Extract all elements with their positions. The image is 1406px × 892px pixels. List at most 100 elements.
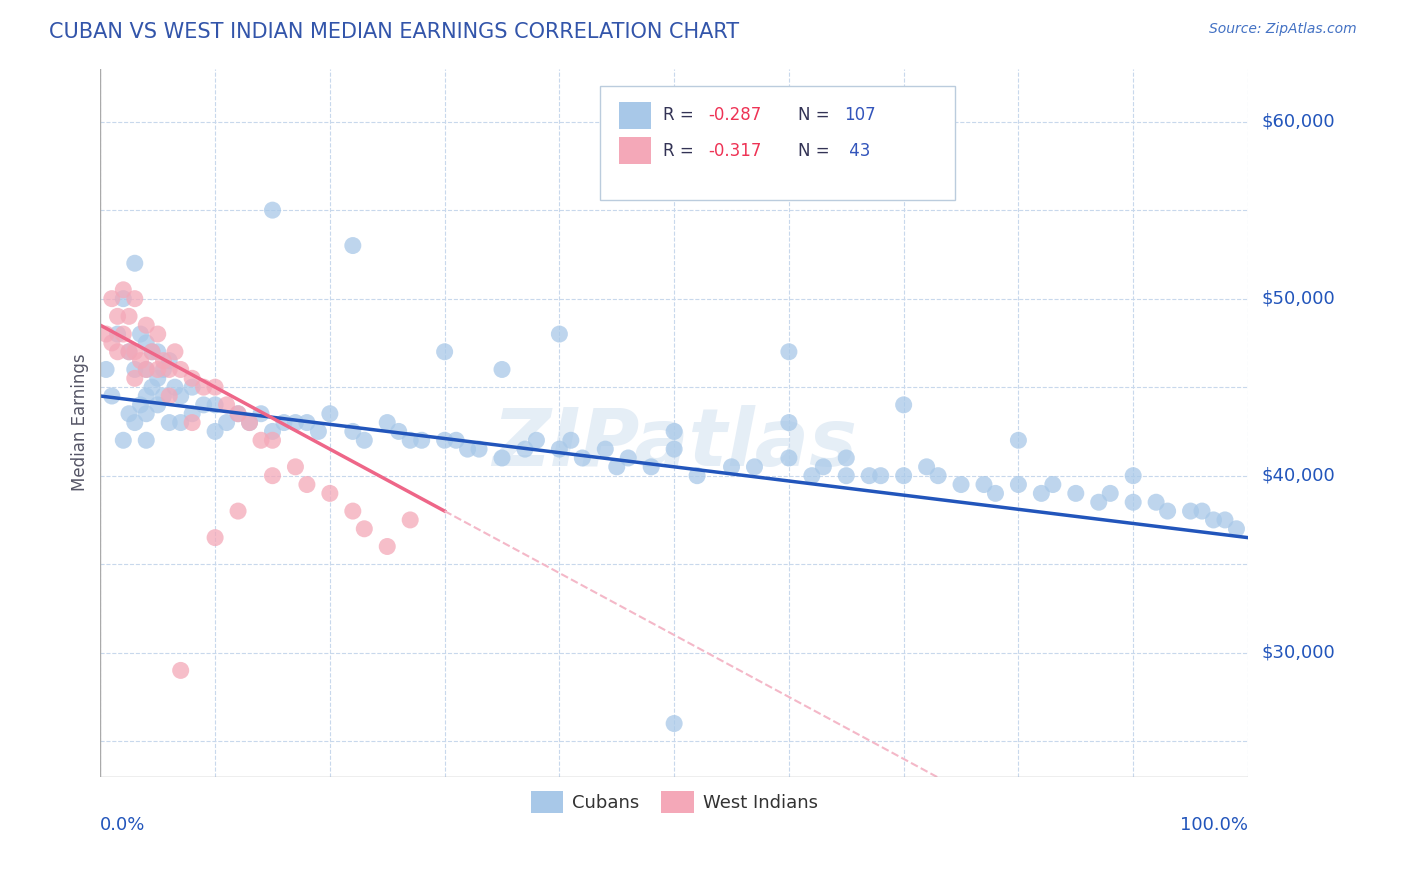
Point <box>973 477 995 491</box>
Point <box>163 380 186 394</box>
Point <box>491 362 513 376</box>
Point <box>468 442 491 457</box>
Point <box>835 450 858 465</box>
Point <box>250 407 273 421</box>
Point <box>284 459 307 474</box>
Point <box>893 398 915 412</box>
Point <box>342 425 364 439</box>
Point <box>1042 477 1064 491</box>
Legend: Cubans, West Indians: Cubans, West Indians <box>523 784 825 821</box>
Point <box>112 434 135 448</box>
Point <box>858 468 880 483</box>
Point <box>152 389 174 403</box>
Text: $30,000: $30,000 <box>1261 644 1336 662</box>
Text: 100.0%: 100.0% <box>1180 815 1249 833</box>
Point <box>215 398 238 412</box>
Text: -0.287: -0.287 <box>709 106 762 124</box>
Point <box>112 327 135 342</box>
Point <box>238 416 260 430</box>
Point <box>135 362 157 376</box>
Point <box>1144 495 1167 509</box>
Point <box>491 450 513 465</box>
Point <box>1191 504 1213 518</box>
Text: 0.0%: 0.0% <box>100 815 146 833</box>
Point <box>181 416 204 430</box>
Point <box>1213 513 1236 527</box>
Point <box>101 292 124 306</box>
Point <box>617 450 640 465</box>
Point <box>375 540 398 554</box>
Point <box>353 522 375 536</box>
Point <box>129 353 152 368</box>
Point <box>800 468 823 483</box>
Point <box>1064 486 1087 500</box>
Point <box>181 407 204 421</box>
Point <box>170 362 193 376</box>
Point <box>606 459 628 474</box>
FancyBboxPatch shape <box>619 102 651 128</box>
Point <box>141 380 163 394</box>
Point <box>94 362 117 376</box>
Point <box>107 344 129 359</box>
Point <box>129 398 152 412</box>
Point <box>238 416 260 430</box>
Point <box>1087 495 1109 509</box>
Point <box>124 344 146 359</box>
Point <box>157 353 180 368</box>
Point <box>157 389 180 403</box>
Point <box>399 434 422 448</box>
Point <box>170 416 193 430</box>
Point <box>778 344 800 359</box>
Point <box>915 459 938 474</box>
FancyBboxPatch shape <box>599 87 955 200</box>
Point <box>433 434 456 448</box>
Text: 107: 107 <box>844 106 876 124</box>
Point <box>1156 504 1178 518</box>
Point <box>204 531 226 545</box>
Text: CUBAN VS WEST INDIAN MEDIAN EARNINGS CORRELATION CHART: CUBAN VS WEST INDIAN MEDIAN EARNINGS COR… <box>49 22 740 42</box>
Point <box>129 327 152 342</box>
Point <box>526 434 548 448</box>
Point <box>595 442 617 457</box>
Point <box>204 398 226 412</box>
Point <box>342 504 364 518</box>
Text: -0.317: -0.317 <box>709 142 762 160</box>
Y-axis label: Median Earnings: Median Earnings <box>72 354 89 491</box>
Point <box>262 434 284 448</box>
Text: $50,000: $50,000 <box>1261 290 1336 308</box>
Point <box>118 310 141 324</box>
Point <box>1180 504 1202 518</box>
Point <box>273 416 295 430</box>
Point <box>399 513 422 527</box>
Point <box>101 335 124 350</box>
Point <box>215 416 238 430</box>
Point <box>433 344 456 359</box>
Point <box>1007 477 1029 491</box>
Point <box>135 318 157 333</box>
Point <box>146 371 169 385</box>
Point <box>135 335 157 350</box>
Point <box>170 664 193 678</box>
Point <box>204 380 226 394</box>
Point <box>295 477 318 491</box>
Point <box>181 380 204 394</box>
Point <box>250 434 273 448</box>
Text: ZIPatlas: ZIPatlas <box>492 405 856 483</box>
Point <box>112 283 135 297</box>
Text: N =: N = <box>799 142 835 160</box>
Point <box>284 416 307 430</box>
Point <box>163 344 186 359</box>
Point <box>720 459 742 474</box>
Point <box>778 450 800 465</box>
Point <box>307 425 329 439</box>
Point <box>1099 486 1122 500</box>
Point <box>457 442 479 457</box>
Point <box>181 371 204 385</box>
Point <box>135 362 157 376</box>
Point <box>778 416 800 430</box>
Text: $40,000: $40,000 <box>1261 467 1336 484</box>
Point <box>571 450 593 465</box>
Point <box>262 203 284 218</box>
Point <box>170 389 193 403</box>
Point <box>141 344 163 359</box>
